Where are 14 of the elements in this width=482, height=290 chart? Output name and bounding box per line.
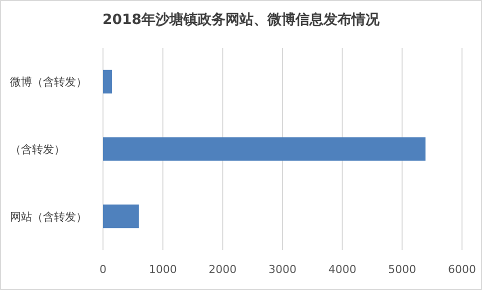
x-tick-label: 0 [100, 263, 106, 276]
bar [103, 137, 426, 161]
x-tick-label: 2000 [208, 263, 237, 276]
x-tick-label: 6000 [448, 263, 476, 276]
y-tick-label: 微博（含转发） [10, 76, 87, 89]
chart-title: 2018年沙塘镇政务网站、微博信息发布情况 [102, 11, 380, 28]
x-tick-label: 3000 [268, 263, 296, 276]
x-tick-label: 5000 [388, 263, 416, 276]
bar [103, 204, 139, 228]
y-tick-label: 网站（含转发） [10, 210, 87, 224]
bar [103, 70, 112, 94]
y-tick-label: （含转发） [10, 143, 65, 156]
x-tick-label: 4000 [328, 263, 356, 276]
x-tick-label: 1000 [148, 263, 177, 276]
